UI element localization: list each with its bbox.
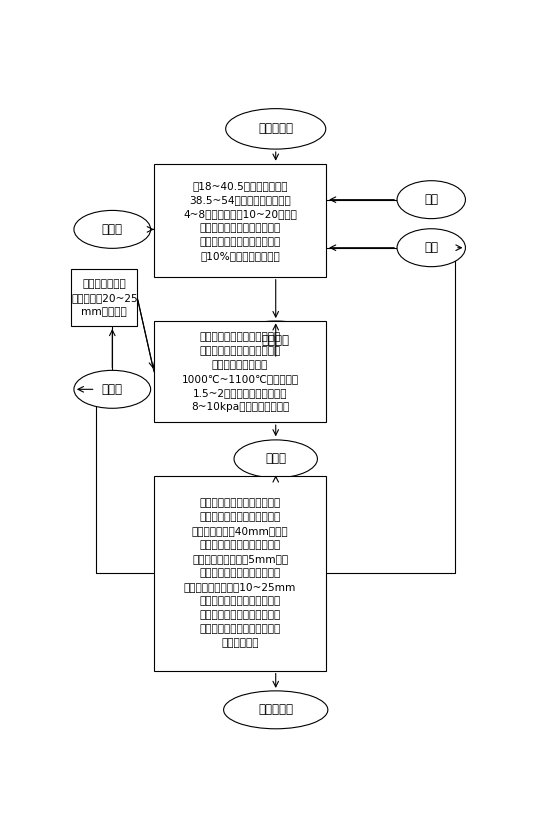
Text: 将18~40.5重量份红土矿、
38.5~54重量份铬铁矿粉矿、
4~8重量份焦粉和10~20重量份
返矿组成的混合料加入圆筒混
合机，再按所述混合料总重量
的: 将18~40.5重量份红土矿、 38.5~54重量份铬铁矿粉矿、 4~8重量份焦… (183, 181, 297, 260)
Text: 采用布料器将所述混合料球均
匀布设在烧结机台车上的铺底
料上，在点火温度为
1000℃~1100℃、点火时间
1.5~2分钟、抽风压强为负压
8~10kpa的条: 采用布料器将所述混合料球均 匀布设在烧结机台车上的铺底 料上，在点火温度为 10… (181, 332, 299, 411)
FancyBboxPatch shape (72, 269, 137, 326)
Ellipse shape (74, 210, 151, 248)
Text: 铬铁矿粉矿: 铬铁矿粉矿 (258, 122, 293, 135)
FancyBboxPatch shape (154, 476, 326, 671)
Ellipse shape (224, 690, 328, 729)
Text: 焦粉: 焦粉 (424, 193, 438, 206)
Ellipse shape (228, 321, 324, 359)
Ellipse shape (226, 108, 326, 149)
Text: 将前一步得到的烧结矿进行热
破碎处理，使得破碎后烧结矿
粒径小于或等于40mm；然后
冷却至室温，再利用振动筛进
行筛分，将粒径小于5mm的烧
结矿作为此后铬铁: 将前一步得到的烧结矿进行热 破碎处理，使得破碎后烧结矿 粒径小于或等于40mm；… (184, 498, 296, 649)
Ellipse shape (397, 181, 465, 218)
Text: 烧结矿: 烧结矿 (265, 452, 286, 466)
Text: 烧结矿产品: 烧结矿产品 (258, 704, 293, 717)
FancyBboxPatch shape (154, 321, 326, 422)
Text: 红土矿: 红土矿 (102, 222, 123, 236)
Ellipse shape (397, 229, 465, 267)
Text: 混合料球: 混合料球 (261, 333, 290, 346)
Ellipse shape (234, 440, 317, 478)
Text: 返矿: 返矿 (424, 241, 438, 255)
Text: 在烧结机台车上
铺设厚度为20~25
mm的铺底料: 在烧结机台车上 铺设厚度为20~25 mm的铺底料 (71, 278, 138, 317)
Ellipse shape (74, 370, 151, 408)
Text: 铺底料: 铺底料 (102, 383, 123, 396)
FancyBboxPatch shape (154, 164, 326, 277)
